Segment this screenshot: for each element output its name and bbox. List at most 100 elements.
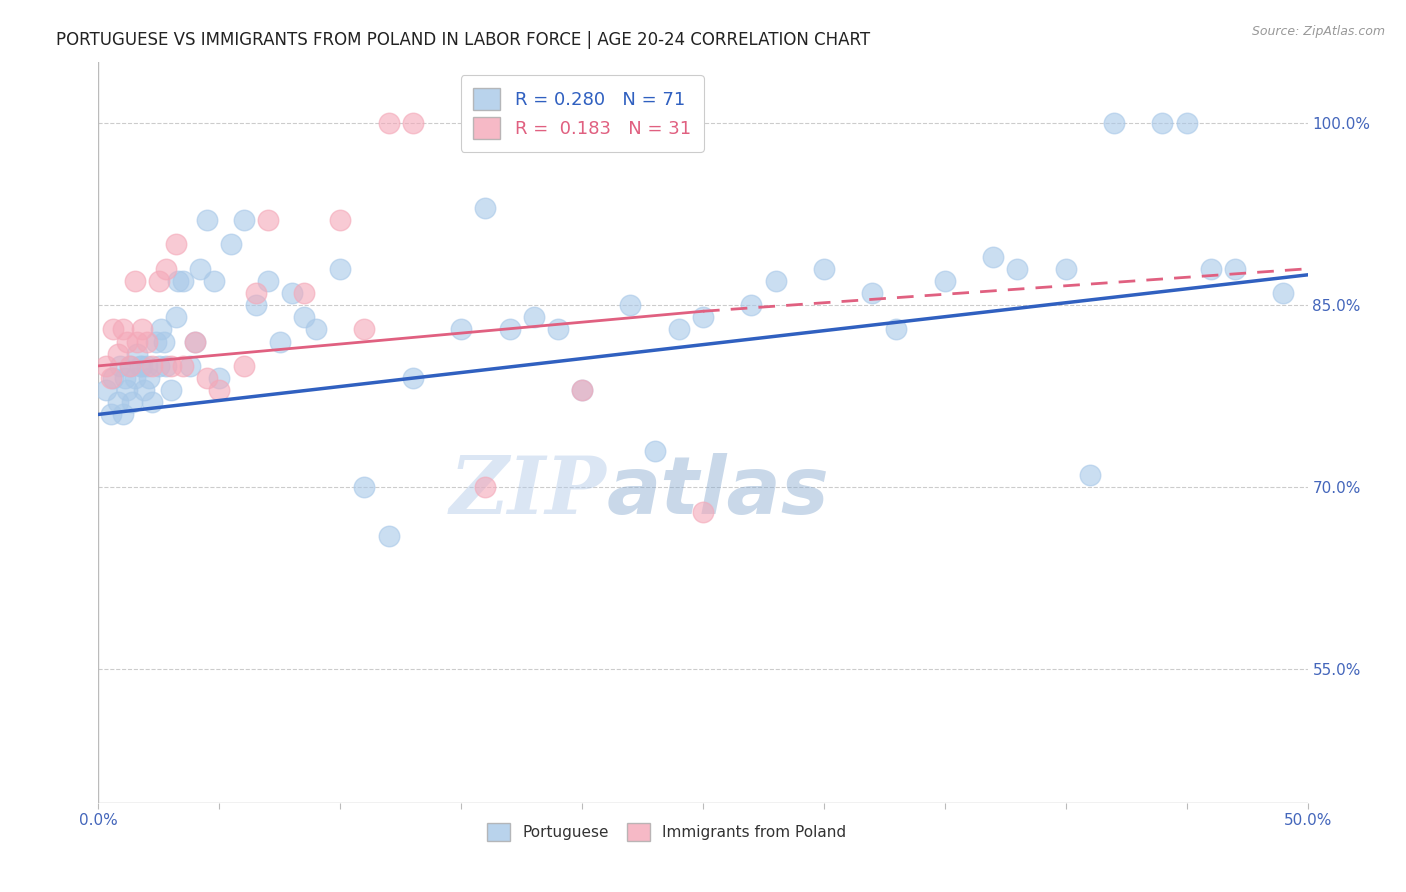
Point [118,359,141,373]
Point [1102,116,1125,130]
Point [547,322,569,336]
Point [765,274,787,288]
Point [1007,261,1029,276]
Point [121,395,143,409]
Point [131,359,153,373]
Point [152,334,174,349]
Point [1078,468,1101,483]
Point [127,334,149,349]
Point [165,310,187,325]
Point [114,371,136,385]
Point [195,371,218,385]
Point [111,322,134,336]
Point [127,347,149,361]
Point [188,261,211,276]
Point [131,322,153,336]
Point [644,443,666,458]
Point [353,480,375,494]
Point [117,383,139,397]
Point [269,334,291,349]
Point [118,359,141,373]
Text: ZIP: ZIP [450,453,606,531]
Point [292,310,315,325]
Text: Source: ZipAtlas.com: Source: ZipAtlas.com [1251,25,1385,38]
Point [184,334,207,349]
Point [155,359,177,373]
Legend: Portuguese, Immigrants from Poland: Portuguese, Immigrants from Poland [481,817,852,847]
Point [141,359,163,373]
Point [145,334,167,349]
Point [981,250,1004,264]
Point [107,395,129,409]
Point [886,322,908,336]
Point [232,213,254,227]
Point [292,286,315,301]
Point [329,261,352,276]
Point [94,383,117,397]
Point [179,359,201,373]
Point [135,359,157,373]
Point [813,261,835,276]
Point [221,237,243,252]
Point [377,116,399,130]
Point [148,274,170,288]
Point [571,383,593,397]
Point [692,310,714,325]
Point [172,274,194,288]
Point [353,322,375,336]
Point [474,201,496,215]
Point [571,383,593,397]
Point [134,383,156,397]
Point [138,371,160,385]
Point [128,359,150,373]
Point [208,371,231,385]
Point [1223,261,1246,276]
Point [281,286,304,301]
Point [402,116,425,130]
Point [245,286,267,301]
Point [377,529,399,543]
Text: PORTUGUESE VS IMMIGRANTS FROM POLAND IN LABOR FORCE | AGE 20-24 CORRELATION CHAR: PORTUGUESE VS IMMIGRANTS FROM POLAND IN … [56,31,870,49]
Point [305,322,328,336]
Point [256,274,278,288]
Point [450,322,472,336]
Text: atlas: atlas [606,453,830,531]
Point [100,371,122,385]
Point [100,408,122,422]
Point [1272,286,1295,301]
Point [1199,261,1222,276]
Point [232,359,254,373]
Point [208,383,231,397]
Point [740,298,762,312]
Point [402,371,425,385]
Point [1175,116,1198,130]
Point [329,213,352,227]
Point [160,383,183,397]
Point [934,274,956,288]
Point [523,310,546,325]
Point [1054,261,1077,276]
Point [860,286,883,301]
Point [165,237,187,252]
Point [94,359,117,373]
Point [148,359,170,373]
Point [245,298,267,312]
Point [135,334,157,349]
Point [1152,116,1174,130]
Point [108,359,131,373]
Point [256,213,278,227]
Point [204,274,226,288]
Point [195,213,218,227]
Point [172,359,194,373]
Point [160,359,183,373]
Point [107,347,129,361]
Point [474,480,496,494]
Point [101,322,124,336]
Point [111,408,134,422]
Point [117,334,139,349]
Point [167,274,190,288]
Point [692,504,714,518]
Point [619,298,641,312]
Point [124,371,146,385]
Point [668,322,690,336]
